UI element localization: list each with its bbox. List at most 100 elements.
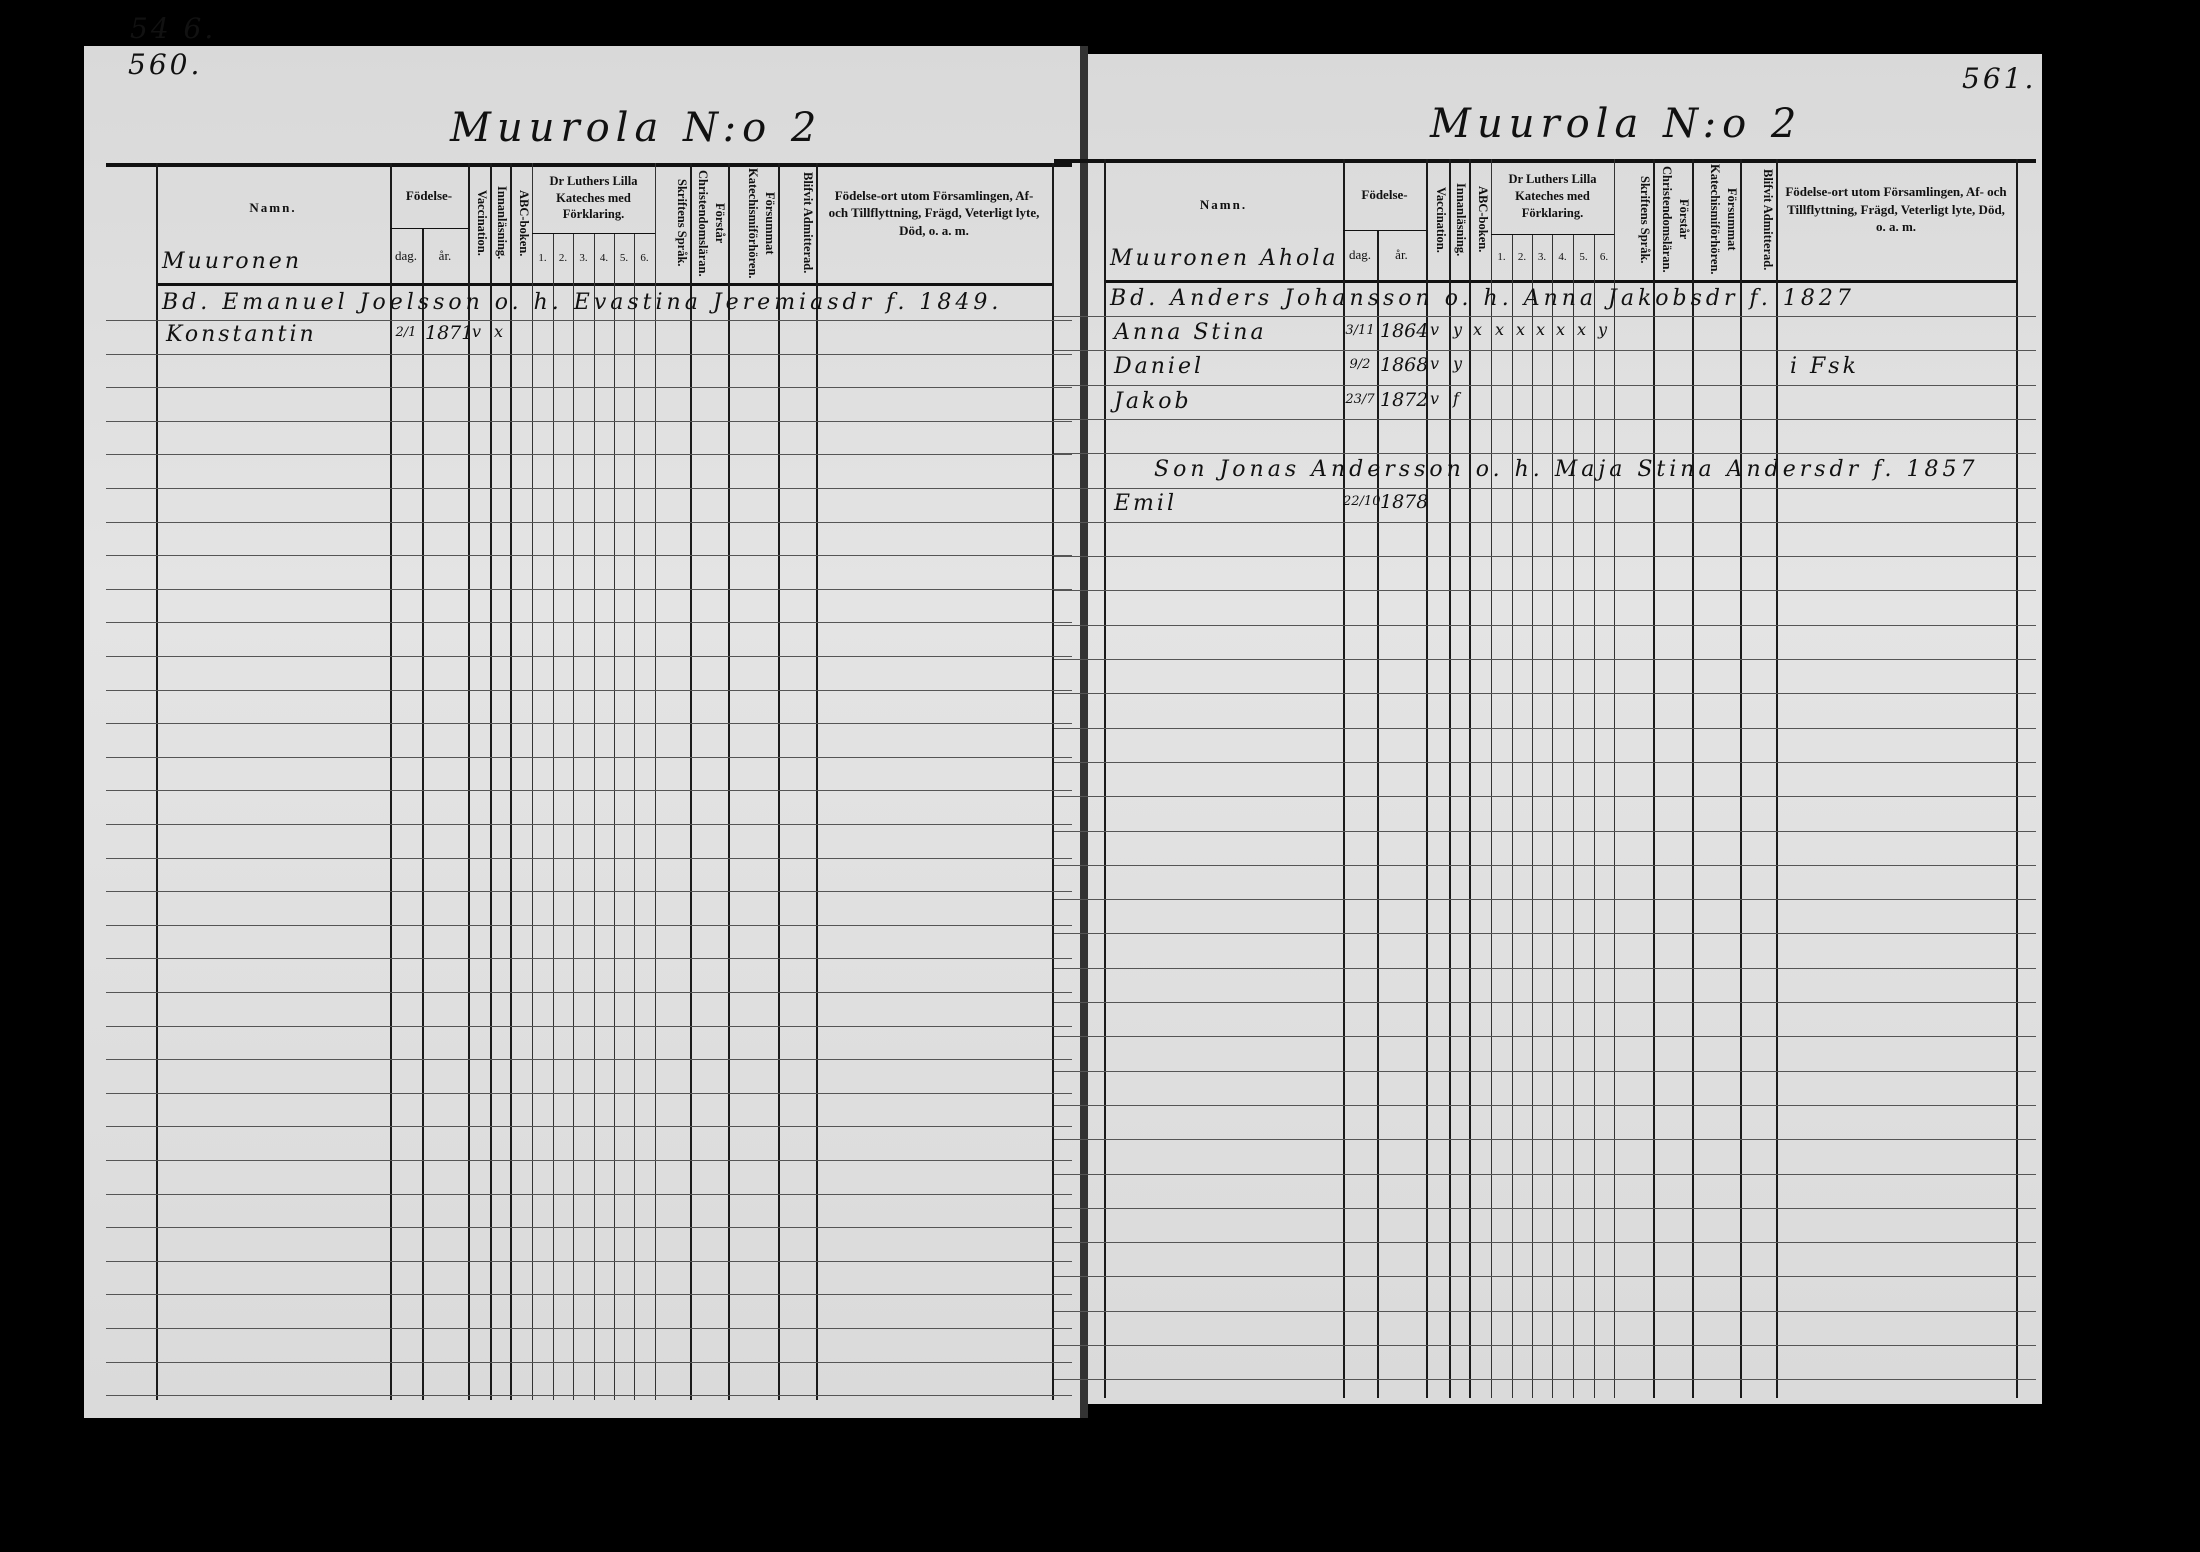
header-forsummat: Försummat Katechismiförhören. <box>746 167 777 279</box>
ruled-line <box>106 1227 1072 1229</box>
birth-day: 22/10 <box>1343 494 1381 509</box>
ruled-line <box>106 1361 1072 1363</box>
mark: y <box>1453 354 1463 373</box>
column-rule <box>634 233 635 1400</box>
mark: x <box>1495 320 1505 339</box>
left-page <box>84 46 1082 1418</box>
birth-day: 23/7 <box>1345 392 1375 407</box>
mark: x <box>1556 320 1566 339</box>
header-katekes-col: 5. <box>1579 250 1588 263</box>
ruled-line <box>1054 453 2036 455</box>
mark: x <box>1536 320 1546 339</box>
ruled-line <box>1054 487 2036 489</box>
header-katekes-col: 4. <box>1558 250 1567 263</box>
header-katekes: Dr Luthers Lilla Kateches med Förklaring… <box>549 173 638 222</box>
ruled-line <box>1054 316 2036 317</box>
header-katekes-col: 5. <box>619 251 629 264</box>
header-abc: ABC-boken. <box>1476 186 1490 253</box>
village-name: Muuronen <box>162 249 302 274</box>
ruled-line <box>1054 796 2036 798</box>
ruled-line <box>106 958 1072 960</box>
ruled-line <box>106 656 1072 657</box>
ruled-line <box>106 622 1072 624</box>
header-bottom-rule <box>1104 280 2016 283</box>
mark: v <box>472 322 482 341</box>
ruled-line <box>1054 1173 2036 1175</box>
header-forstar: Förstår Christendomsläran. <box>1660 166 1691 273</box>
page-number: 560. <box>128 48 203 81</box>
page-number-old: 54 6. <box>130 12 217 45</box>
ruled-line <box>106 353 1072 355</box>
header-ar: år. <box>1395 247 1408 263</box>
ruled-line <box>1054 727 2036 729</box>
ruled-line <box>1054 556 2036 558</box>
mark: v <box>1430 389 1440 408</box>
column-rule <box>1692 159 1694 1398</box>
ruled-line <box>1054 521 2036 523</box>
header-katekes-col: 3. <box>1537 250 1547 263</box>
header-bottom-rule <box>156 283 1052 286</box>
ruled-line <box>106 320 1072 321</box>
column-rule <box>532 163 533 1400</box>
ruled-line <box>106 1059 1072 1061</box>
ruled-line <box>106 1092 1072 1094</box>
ruled-line <box>1054 384 2036 386</box>
ruled-line <box>106 555 1072 557</box>
header-blifvit: Blifvit Admitterad. <box>1761 168 1775 271</box>
page-number: 561. <box>1962 62 2037 95</box>
birth-year: 1864 <box>1380 320 1429 342</box>
village-name: Muuronen Ahola <box>1110 246 1339 271</box>
birth-day: 3/11 <box>1345 323 1375 338</box>
ruled-line <box>1054 693 2036 695</box>
katekes-subrule <box>532 233 655 234</box>
mark: v <box>1430 320 1440 339</box>
ruled-line <box>1054 933 2036 935</box>
header-innanlasning: Innanläsning. <box>495 186 509 260</box>
column-rule <box>655 163 656 1400</box>
header-dag: dag. <box>1348 247 1372 263</box>
ruled-line <box>106 488 1072 489</box>
ruled-line <box>1054 1345 2036 1346</box>
ruled-line <box>1054 1139 2036 1141</box>
ruled-line <box>106 1025 1072 1027</box>
header-vaccination: Vaccination. <box>475 190 489 256</box>
mark: y <box>1453 320 1463 339</box>
column-rule <box>1426 159 1428 1398</box>
column-rule <box>422 228 424 1400</box>
column-rule <box>1552 234 1553 1398</box>
person-name: Emil <box>1114 491 1177 516</box>
birth-year: 1878 <box>1380 491 1429 513</box>
header-innanlasning: Innanläsning. <box>1454 182 1468 257</box>
column-rule <box>1614 159 1615 1398</box>
household-line: Bd. Emanuel Joelsson o. h. Evastina Jere… <box>162 290 1003 315</box>
birth-year: 1868 <box>1380 354 1429 376</box>
ruled-line <box>106 992 1072 993</box>
ruled-line <box>106 1328 1072 1329</box>
ruled-line <box>1054 1002 2036 1003</box>
ruled-line <box>106 756 1072 758</box>
header-top-rule <box>106 163 1072 167</box>
ruled-line <box>1054 1036 2036 1038</box>
column-rule <box>1052 163 1054 1400</box>
ruled-line <box>1054 590 2036 592</box>
header-fodelseort: Födelse-ort utom Församlingen, Af- och T… <box>828 187 1040 238</box>
household-line: Son Jonas Andersson o. h. Maja Stina And… <box>1154 457 1979 482</box>
header-katekes-col: 6. <box>640 251 649 264</box>
ruled-line <box>1054 967 2036 969</box>
column-rule <box>1573 234 1574 1398</box>
ruled-line <box>1054 1070 2036 1072</box>
mark: f <box>1453 389 1459 408</box>
column-rule <box>1469 159 1471 1398</box>
mark: x <box>1473 320 1483 339</box>
katekes-subrule <box>1491 234 1614 235</box>
ruled-line <box>1054 1104 2036 1106</box>
column-rule <box>553 233 554 1400</box>
mark: x <box>1516 320 1526 339</box>
header-dag: dag. <box>394 247 418 263</box>
ruled-line <box>1054 624 2036 626</box>
header-katekes-col: 2. <box>1517 250 1527 263</box>
ruled-line <box>1054 1379 2036 1381</box>
column-rule <box>1491 159 1492 1398</box>
column-rule <box>156 163 158 1400</box>
ruled-line <box>106 454 1072 456</box>
